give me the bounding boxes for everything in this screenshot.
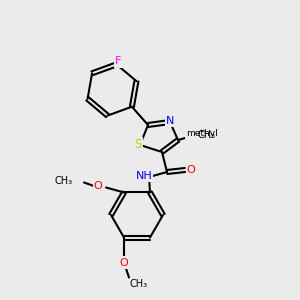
Text: O: O (94, 182, 102, 191)
Text: CH₃: CH₃ (130, 278, 148, 289)
Text: O: O (187, 165, 195, 175)
Text: CH₃: CH₃ (198, 130, 216, 140)
Text: O: O (120, 257, 128, 268)
Text: methyl: methyl (186, 130, 218, 139)
Text: S: S (134, 139, 142, 152)
Text: N: N (166, 116, 174, 126)
Text: CH₃: CH₃ (55, 176, 73, 187)
Text: NH: NH (136, 171, 152, 181)
Text: F: F (115, 56, 122, 66)
